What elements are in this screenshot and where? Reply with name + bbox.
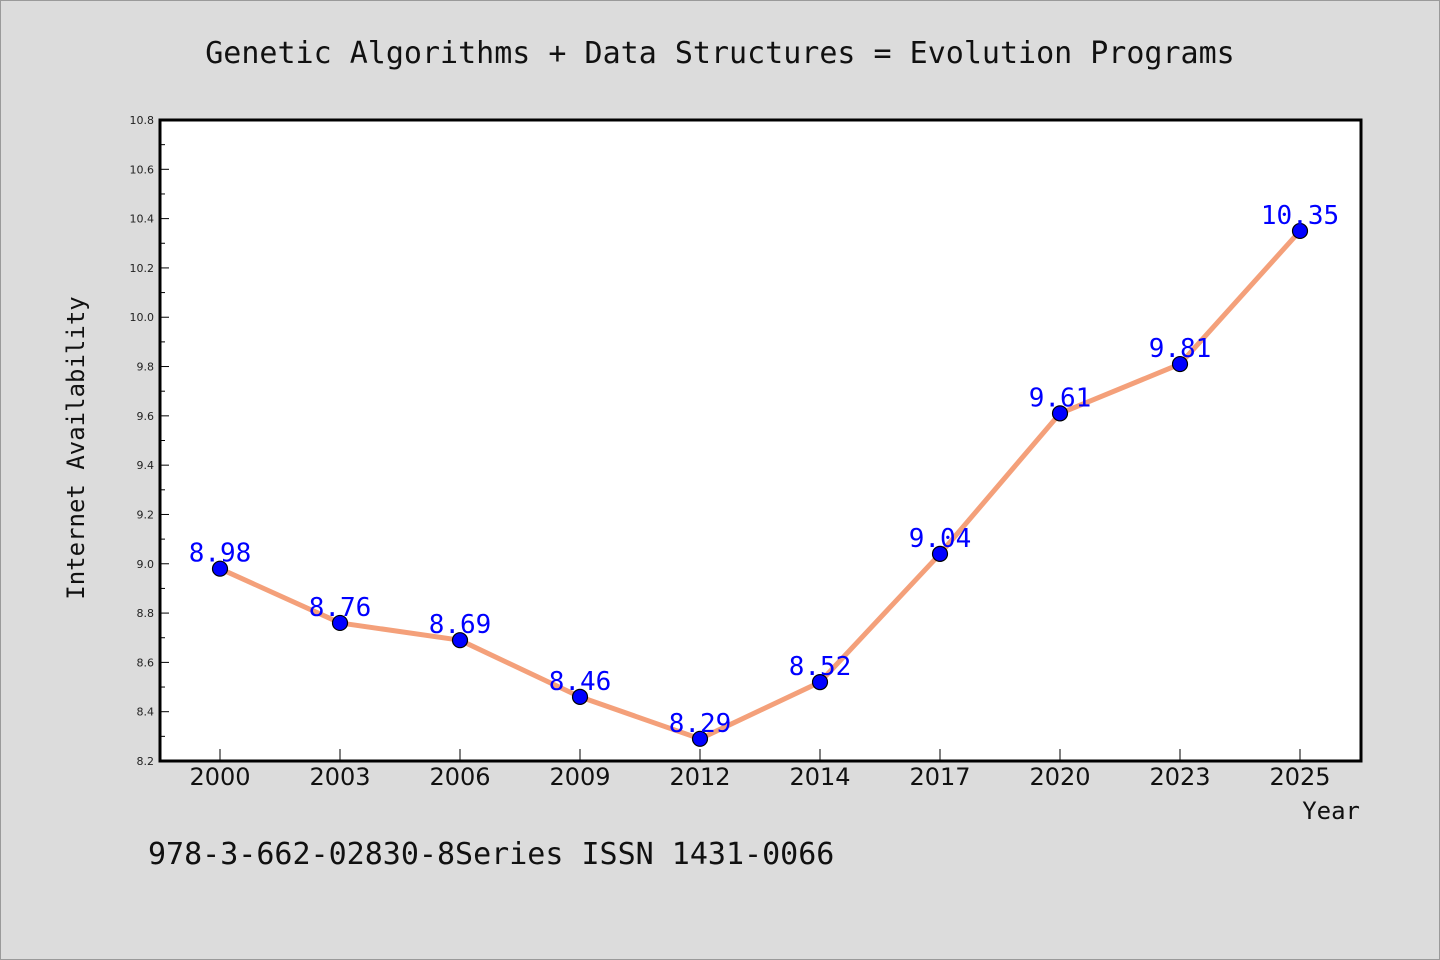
data-point-marker [1291,222,1309,240]
x-tick-label: 2009 [549,763,610,791]
y-tick-label: 10.2 [130,262,155,275]
x-tick-label: 2012 [669,763,730,791]
x-tick-label: 2003 [309,763,370,791]
y-tick-label: 10.0 [130,311,155,324]
y-axis: 8.2 8.4 8.6 8.8 9.0 9.2 9.4 9.6 9.8 10.0 10.2 10.4 1… [130,114,169,768]
data-point-marker [811,674,829,691]
x-tick-label: 2014 [789,763,850,791]
y-tick-label: 10.4 [130,213,155,226]
marker-group [211,222,1309,747]
y-tick-label: 8.2 [137,755,155,768]
data-label: 9.81 [1149,334,1212,364]
data-label: 8.98 [189,539,252,569]
y-tick-label: 8.8 [137,607,155,620]
y-tick-label: 10.6 [130,163,155,176]
data-label: 9.04 [909,524,972,554]
series-line [217,228,1303,742]
y-tick-label: 9.6 [137,410,155,423]
data-label-group: 8.98 8.76 8.69 8.46 8.29 8.52 9.04 9.61 9.81 10.3… [189,201,1339,739]
y-tick-label: 9.8 [137,361,155,374]
series-line-group [217,228,1303,742]
data-label: 9.61 [1029,383,1092,413]
data-point-marker [1051,405,1069,422]
x-tick-label: 2000 [189,763,250,791]
y-axis-label: Internet Availability [62,296,90,599]
data-label: 8.76 [309,593,372,623]
x-tick-label: 2020 [1029,763,1090,791]
data-point-marker [571,688,589,706]
data-label: 8.29 [669,709,732,739]
data-label: 8.46 [549,667,612,697]
x-axis-label: Year [1302,797,1360,825]
x-tick-label: 2023 [1149,763,1210,791]
chart-title: Genetic Algorithms + Data Structures = E… [205,36,1235,71]
data-point-marker [1171,355,1189,373]
data-point-marker [331,614,349,632]
data-label: 10.35 [1261,201,1339,231]
data-point-marker [211,560,229,577]
y-tick-label: 8.6 [137,656,155,669]
data-label: 8.69 [429,610,492,640]
data-point-marker [451,632,469,649]
x-tick-label: 2006 [429,763,490,791]
y-tick-label: 9.0 [137,558,155,571]
x-tick-label: 2025 [1269,763,1330,791]
data-label: 8.52 [789,652,852,682]
y-tick-label: 9.4 [137,459,155,472]
x-axis: 2000 2003 2006 2009 2012 2014 2017 2020 2023 2025 [189,749,1331,791]
y-tick-label: 10.8 [130,114,155,127]
data-point-marker [691,730,709,747]
plot-area [158,118,1363,763]
x-tick-label: 2017 [909,763,970,791]
data-point-marker [931,545,949,563]
y-tick-label: 8.4 [137,706,155,719]
y-tick-label: 9.2 [137,508,155,521]
footer-series-text: 978-3-662-02830-8Series ISSN 1431-0066 [148,837,834,872]
